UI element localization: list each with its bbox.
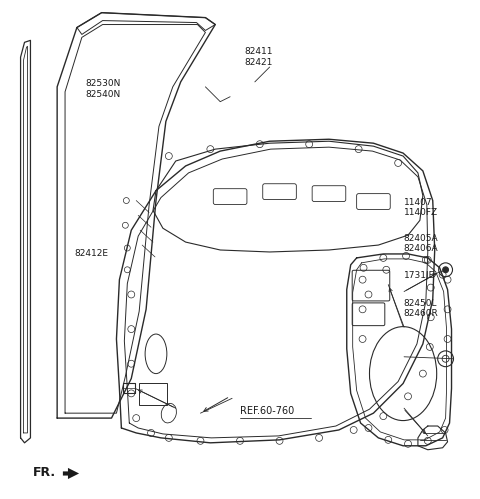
Text: FR.: FR. — [33, 466, 56, 479]
Circle shape — [443, 267, 448, 273]
Text: REF.60-760: REF.60-760 — [240, 406, 294, 416]
Text: 82411
82421: 82411 82421 — [245, 47, 273, 66]
Text: 82530N
82540N: 82530N 82540N — [86, 79, 121, 99]
Text: 82450L
82460R: 82450L 82460R — [404, 299, 438, 318]
FancyArrowPatch shape — [63, 468, 79, 479]
Text: 11407
1140FZ: 11407 1140FZ — [404, 198, 438, 217]
Bar — [139, 384, 167, 405]
Text: 82405A
82406A: 82405A 82406A — [404, 234, 438, 253]
Text: 82412E: 82412E — [74, 250, 108, 258]
Text: 1731JE: 1731JE — [404, 271, 435, 280]
